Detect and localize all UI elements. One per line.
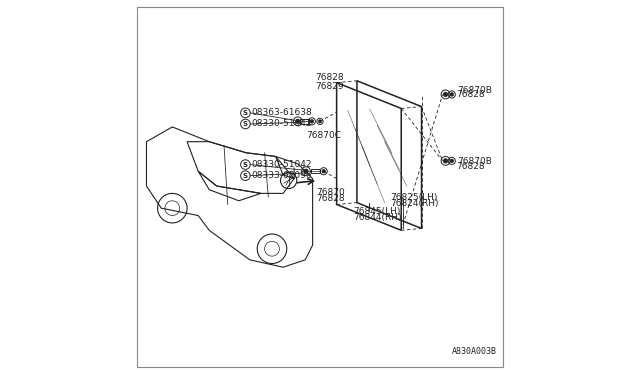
Bar — [300, 119, 309, 124]
Text: 76870: 76870 — [316, 188, 345, 197]
Text: S: S — [243, 110, 248, 116]
Text: 76844(RH): 76844(RH) — [353, 213, 402, 222]
Circle shape — [304, 169, 308, 173]
Text: S: S — [243, 173, 248, 179]
Text: 08333-62096: 08333-62096 — [252, 171, 312, 180]
Text: 76829: 76829 — [315, 82, 344, 91]
Circle shape — [450, 93, 454, 96]
Bar — [311, 169, 320, 173]
Text: A830A003B: A830A003B — [452, 347, 497, 356]
Text: 76828: 76828 — [315, 73, 344, 81]
Text: 76828: 76828 — [456, 162, 485, 171]
Text: 08330-51042: 08330-51042 — [252, 119, 312, 128]
Circle shape — [322, 170, 326, 173]
Text: S: S — [243, 161, 248, 167]
Text: 76870B: 76870B — [458, 86, 492, 94]
Text: 76825(LH): 76825(LH) — [390, 193, 438, 202]
Circle shape — [444, 92, 448, 97]
Circle shape — [310, 120, 314, 123]
Circle shape — [444, 159, 448, 163]
Circle shape — [319, 120, 321, 123]
Text: 76824(RH): 76824(RH) — [390, 199, 438, 208]
Circle shape — [296, 119, 300, 124]
Text: S: S — [243, 121, 248, 127]
Text: 76845(LH): 76845(LH) — [353, 207, 401, 217]
Text: 08363-61638: 08363-61638 — [252, 108, 312, 118]
Circle shape — [450, 159, 454, 163]
Text: 76828: 76828 — [316, 194, 345, 203]
Text: 76870B: 76870B — [458, 157, 492, 166]
Text: 76870C: 76870C — [306, 131, 341, 140]
Text: 76828: 76828 — [456, 90, 485, 99]
Text: 08330-51042: 08330-51042 — [252, 160, 312, 169]
